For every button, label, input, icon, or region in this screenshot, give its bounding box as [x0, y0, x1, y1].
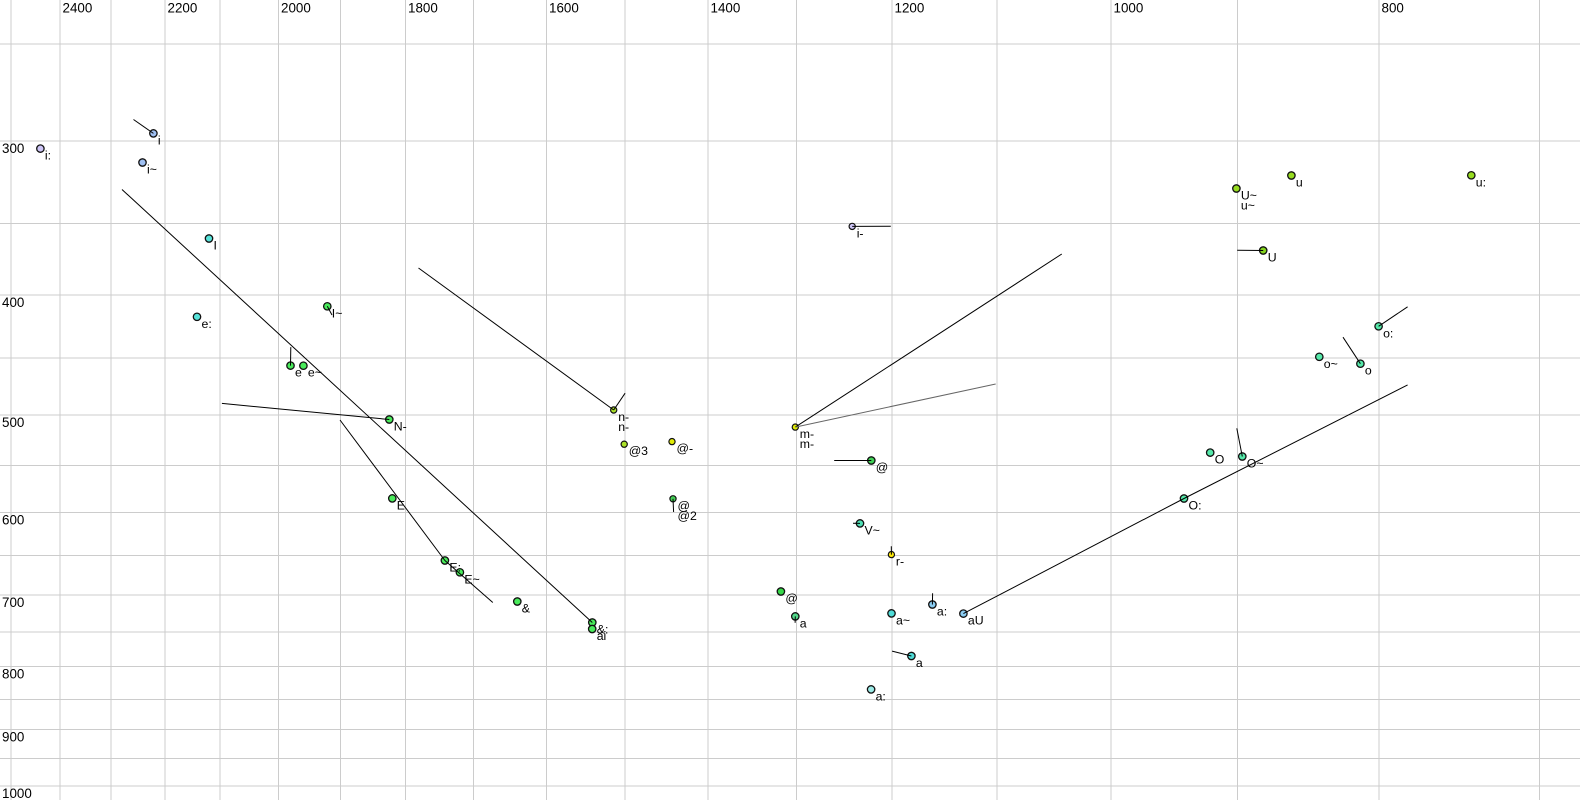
- svg-text:e~: e~: [308, 366, 322, 380]
- svg-text:o: o: [1365, 364, 1372, 378]
- svg-text:E: E: [397, 498, 405, 512]
- svg-text:@3: @3: [629, 444, 648, 458]
- svg-text:U: U: [1268, 251, 1277, 265]
- svg-text:E:: E:: [449, 561, 461, 575]
- svg-text:I: I: [214, 239, 217, 253]
- svg-text:1600: 1600: [549, 1, 579, 16]
- svg-text:300: 300: [2, 141, 24, 156]
- svg-text:n-: n-: [618, 410, 629, 424]
- svg-text:n-: n-: [618, 420, 629, 434]
- svg-text:@: @: [785, 592, 797, 606]
- svg-text:E~: E~: [464, 572, 479, 586]
- svg-text:m-: m-: [800, 437, 814, 451]
- svg-text:u~: u~: [1241, 199, 1255, 213]
- svg-text:2200: 2200: [168, 1, 198, 16]
- svg-text:400: 400: [2, 295, 24, 310]
- svg-text:@: @: [876, 461, 888, 475]
- svg-text:@2: @2: [678, 509, 697, 523]
- svg-text:2000: 2000: [281, 1, 311, 16]
- svg-text:u:: u:: [1476, 175, 1486, 189]
- svg-text:@-: @-: [677, 442, 694, 456]
- svg-text:ai: ai: [597, 629, 607, 643]
- svg-text:a:: a:: [876, 689, 886, 703]
- svg-text:600: 600: [2, 513, 24, 528]
- svg-text:1000: 1000: [1114, 1, 1144, 16]
- svg-text:500: 500: [2, 415, 24, 430]
- svg-text:N-: N-: [394, 420, 407, 434]
- svg-text:1400: 1400: [711, 1, 741, 16]
- svg-text:o:: o:: [1383, 326, 1393, 340]
- svg-text:800: 800: [1382, 1, 1404, 16]
- svg-text:a: a: [800, 616, 807, 630]
- svg-text:900: 900: [2, 730, 24, 745]
- svg-text:i-: i-: [857, 226, 864, 240]
- svg-text:800: 800: [2, 667, 24, 682]
- svg-text:&:: &:: [597, 623, 609, 637]
- svg-text:i: i: [158, 133, 161, 147]
- svg-text:i~: i~: [147, 163, 157, 177]
- svg-text:a~: a~: [896, 613, 910, 627]
- svg-text:&: &: [522, 602, 531, 616]
- svg-text:a:: a:: [937, 605, 947, 619]
- svg-text:O~: O~: [1247, 457, 1264, 471]
- svg-text:@: @: [678, 499, 690, 513]
- svg-text:I~: I~: [332, 306, 343, 320]
- svg-text:m-: m-: [800, 427, 814, 441]
- svg-text:u: u: [1296, 176, 1303, 190]
- svg-text:i:: i:: [45, 149, 51, 163]
- svg-text:O:: O:: [1189, 499, 1202, 513]
- svg-text:O: O: [1215, 453, 1225, 467]
- svg-text:e:: e:: [202, 317, 212, 331]
- svg-text:2400: 2400: [63, 1, 93, 16]
- svg-text:e: e: [295, 366, 302, 380]
- svg-text:a: a: [916, 656, 923, 670]
- svg-text:aU: aU: [968, 614, 984, 628]
- svg-text:1800: 1800: [408, 1, 438, 16]
- svg-text:1000: 1000: [2, 786, 32, 800]
- svg-text:r-: r-: [896, 555, 904, 569]
- svg-text:U~: U~: [1241, 189, 1257, 203]
- svg-text:V~: V~: [865, 523, 880, 537]
- svg-text:1200: 1200: [895, 1, 925, 16]
- svg-text:700: 700: [2, 595, 24, 610]
- svg-text:o~: o~: [1324, 357, 1338, 371]
